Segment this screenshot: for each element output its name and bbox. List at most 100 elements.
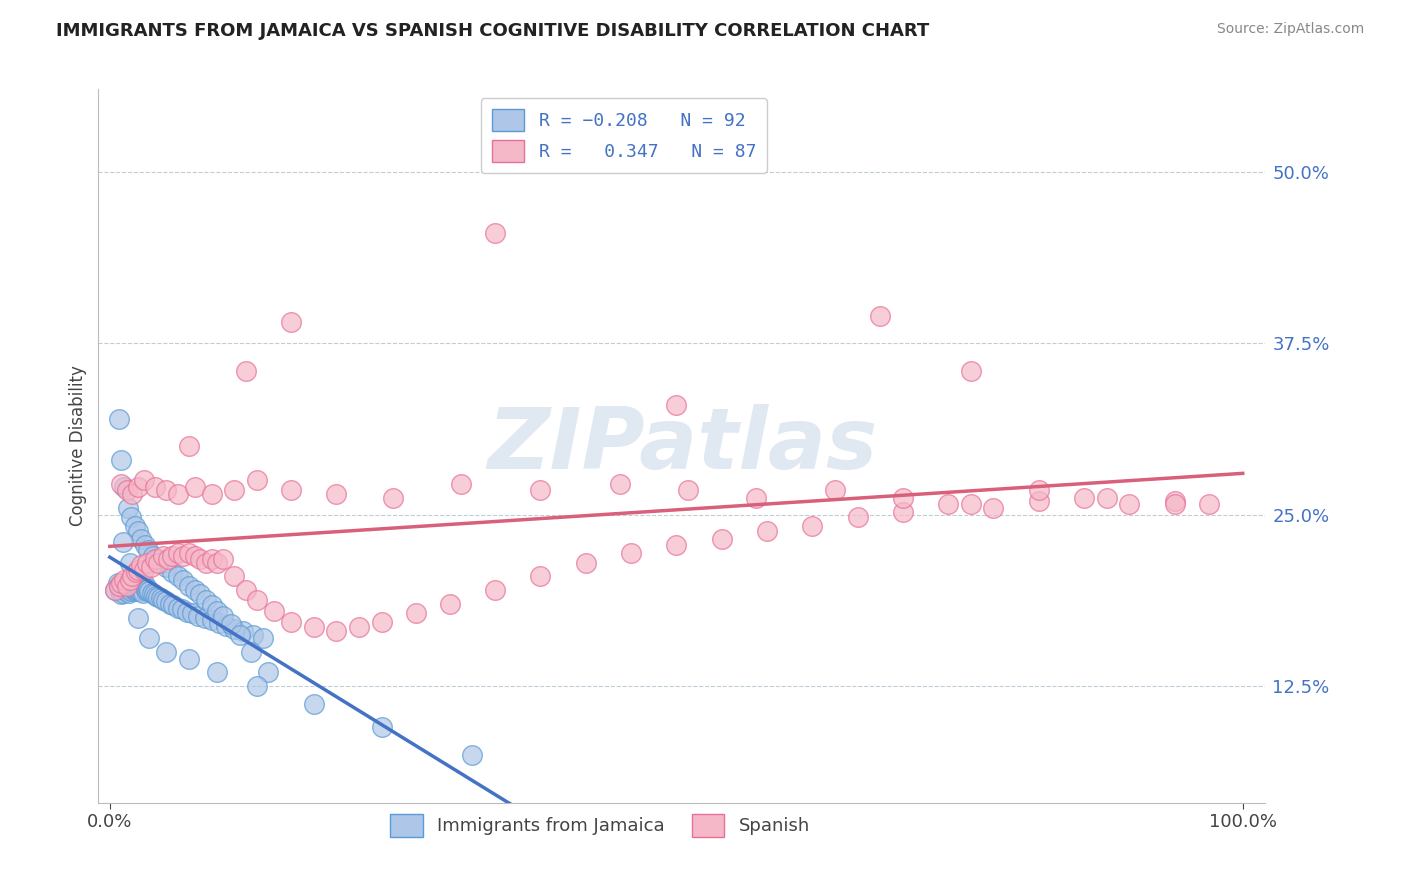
Point	[122, 583, 145, 598]
Point	[405, 607, 427, 621]
Point	[461, 747, 484, 762]
Point	[129, 584, 152, 599]
Point	[280, 316, 302, 330]
Point	[110, 452, 132, 467]
Point	[207, 556, 229, 570]
Point	[1028, 494, 1050, 508]
Point	[1118, 497, 1140, 511]
Point	[131, 558, 153, 573]
Point	[325, 624, 347, 639]
Point	[135, 583, 157, 598]
Point	[148, 590, 170, 604]
Point	[439, 597, 461, 611]
Point	[382, 491, 405, 505]
Point	[450, 477, 472, 491]
Point	[141, 586, 163, 600]
Point	[212, 551, 235, 566]
Point	[138, 631, 160, 645]
Point	[484, 227, 506, 241]
Point	[127, 524, 149, 538]
Point	[127, 480, 149, 494]
Point	[176, 605, 198, 619]
Point	[1095, 491, 1118, 505]
Point	[125, 566, 148, 580]
Point	[224, 483, 246, 497]
Point	[112, 576, 135, 591]
Point	[529, 483, 551, 497]
Point	[177, 439, 200, 453]
Point	[108, 579, 131, 593]
Point	[166, 601, 188, 615]
Point	[246, 473, 269, 487]
Point	[125, 584, 148, 599]
Point	[1198, 497, 1220, 511]
Point	[195, 556, 218, 570]
Point	[484, 583, 506, 598]
Text: ZIPatlas: ZIPatlas	[486, 404, 877, 488]
Point	[159, 597, 181, 611]
Point	[201, 551, 224, 566]
Point	[824, 483, 846, 497]
Point	[115, 483, 138, 497]
Point	[139, 559, 162, 574]
Point	[936, 497, 959, 511]
Point	[118, 586, 141, 600]
Point	[983, 500, 1005, 515]
Point	[229, 628, 252, 642]
Point	[155, 594, 177, 608]
Point	[142, 587, 165, 601]
Point	[201, 598, 224, 612]
Point	[609, 477, 631, 491]
Point	[149, 591, 172, 606]
Point	[325, 487, 347, 501]
Point	[128, 583, 150, 598]
Point	[166, 487, 188, 501]
Point	[257, 665, 280, 680]
Point	[190, 587, 212, 601]
Point	[219, 617, 242, 632]
Point	[224, 622, 246, 636]
Point	[710, 533, 733, 547]
Point	[240, 645, 263, 659]
Point	[117, 583, 139, 598]
Point	[115, 579, 138, 593]
Point	[224, 569, 246, 583]
Point	[620, 546, 643, 560]
Point	[242, 628, 264, 642]
Point	[891, 491, 914, 505]
Point	[183, 583, 205, 598]
Point	[148, 556, 170, 570]
Point	[744, 491, 766, 505]
Point	[177, 579, 200, 593]
Point	[127, 610, 149, 624]
Point	[665, 538, 688, 552]
Point	[155, 483, 177, 497]
Point	[120, 510, 142, 524]
Point	[132, 562, 155, 576]
Point	[120, 584, 142, 599]
Point	[280, 483, 302, 497]
Point	[117, 500, 139, 515]
Legend: Immigrants from Jamaica, Spanish: Immigrants from Jamaica, Spanish	[382, 807, 817, 844]
Point	[665, 398, 688, 412]
Point	[207, 665, 229, 680]
Point	[120, 574, 142, 588]
Point	[190, 551, 212, 566]
Point	[160, 566, 183, 580]
Point	[212, 609, 235, 624]
Point	[183, 549, 205, 563]
Point	[156, 551, 179, 566]
Point	[246, 679, 269, 693]
Point	[891, 505, 914, 519]
Point	[215, 619, 238, 633]
Point	[166, 546, 188, 560]
Point	[110, 576, 132, 591]
Point	[162, 598, 184, 612]
Point	[127, 562, 149, 576]
Point	[172, 574, 194, 588]
Point	[959, 497, 981, 511]
Point	[142, 549, 165, 563]
Point	[131, 586, 153, 600]
Point	[1164, 494, 1187, 508]
Point	[121, 580, 143, 594]
